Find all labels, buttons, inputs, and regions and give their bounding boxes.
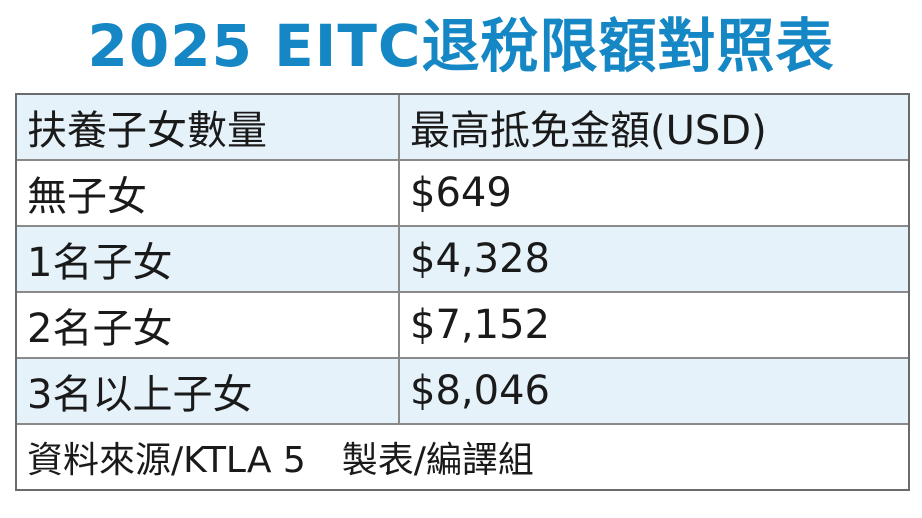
table-footer-row: 資料來源/KTLA 5 製表/編譯組: [17, 423, 908, 489]
header-max-credit: 最高抵免金額(USD): [410, 108, 767, 154]
children-count-cell: 3名以上子女: [17, 359, 400, 423]
children-count-cell: 1名子女: [17, 227, 400, 291]
page-title: 2025 EITC退稅限額對照表: [87, 12, 835, 80]
children-count-cell: 無子女: [17, 161, 400, 225]
table-header-row: 扶養子女數量 最高抵免金額(USD): [17, 95, 908, 159]
source-credit: 資料來源/KTLA 5 製表/編譯組: [27, 440, 534, 481]
children-count-cell: 2名子女: [17, 293, 400, 357]
header-children-count: 扶養子女數量: [17, 95, 400, 159]
max-credit-cell: $649: [410, 170, 512, 216]
max-credit-cell: $4,328: [410, 236, 550, 282]
table-row: 3名以上子女 $8,046: [17, 357, 908, 423]
max-credit-cell: $8,046: [410, 368, 550, 414]
table-row: 1名子女 $4,328: [17, 225, 908, 291]
table-row: 無子女 $649: [17, 159, 908, 225]
eitc-table: 扶養子女數量 最高抵免金額(USD) 無子女 $649 1名子女 $4,328 …: [15, 93, 910, 491]
table-row: 2名子女 $7,152: [17, 291, 908, 357]
max-credit-cell: $7,152: [410, 302, 550, 348]
